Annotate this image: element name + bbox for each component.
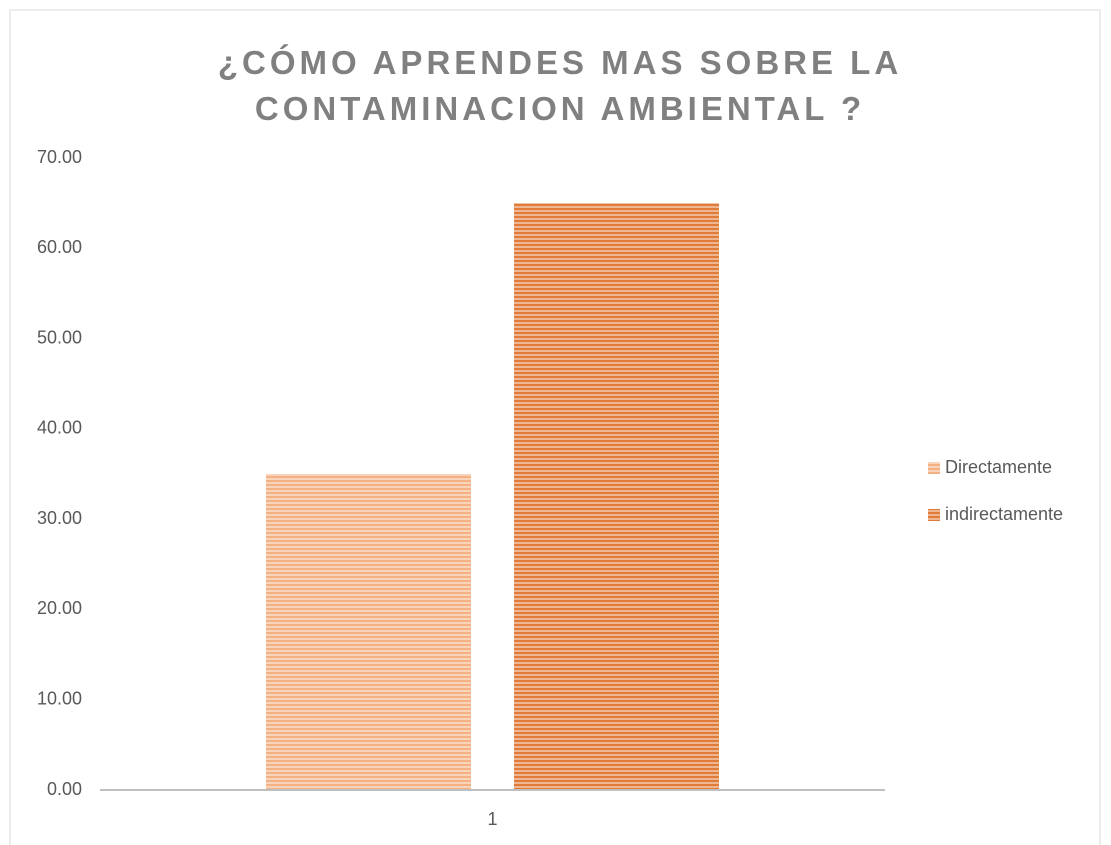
chart-border <box>9 9 1101 845</box>
chart-title: ¿CÓMO APRENDES MAS SOBRE LA CONTAMINACIO… <box>217 44 903 127</box>
y-tick-label: 50.00 <box>37 327 82 347</box>
y-tick-label: 70.00 <box>37 147 82 167</box>
y-tick-label: 30.00 <box>37 508 82 528</box>
y-tick-label: 60.00 <box>37 237 82 257</box>
legend-label: Directamente <box>945 457 1052 477</box>
y-tick-label: 40.00 <box>37 418 82 438</box>
legend-swatch <box>928 509 940 521</box>
x-tick-label: 1 <box>487 809 497 829</box>
y-tick-label: 0.00 <box>47 779 82 799</box>
bar <box>514 203 719 791</box>
legend-swatch <box>928 462 940 474</box>
y-tick-label: 20.00 <box>37 598 82 618</box>
legend-label: indirectamente <box>945 504 1063 524</box>
bar <box>266 474 471 790</box>
y-tick-label: 10.00 <box>37 688 82 708</box>
